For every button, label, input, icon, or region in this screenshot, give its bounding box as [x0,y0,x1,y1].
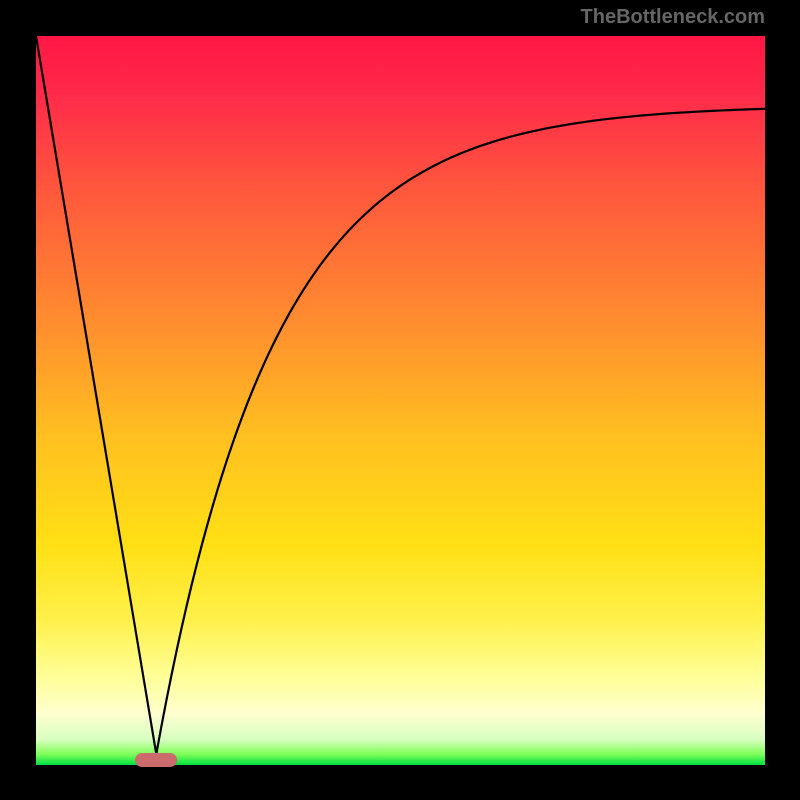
chart-container: TheBottleneck.com [0,0,800,800]
watermark-text: TheBottleneck.com [581,6,765,29]
gradient-background [36,36,765,765]
plot-area [36,36,765,765]
min-marker [135,753,177,767]
